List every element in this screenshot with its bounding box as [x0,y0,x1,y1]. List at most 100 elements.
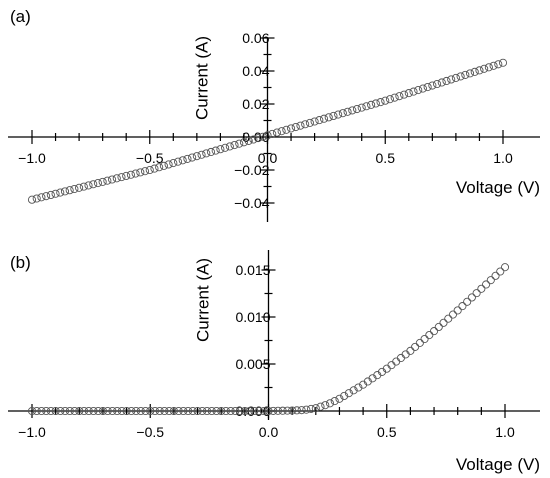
data-point [268,129,277,139]
data-point [235,139,244,148]
data-point [42,192,51,201]
data-point [400,90,409,99]
y-tick-label: 0.015 [235,262,270,278]
x-tick-label: 1.0 [493,150,513,166]
data-point [164,160,173,169]
x-tick-label: 0.5 [376,150,396,166]
panel-label: (a) [10,7,31,26]
data-point [211,146,220,155]
data-point [231,406,240,416]
data-point [338,109,347,118]
data-point [239,138,248,147]
x-tick-label: −0.5 [136,424,164,440]
data-point [226,406,235,416]
data-point [27,195,37,204]
data-point [84,181,93,190]
data-point [348,106,357,115]
data-point [188,153,197,162]
data-point [315,116,324,125]
data-point [307,404,316,413]
data-point [141,406,150,416]
data-point [108,406,117,416]
data-point [236,406,245,416]
data-point [132,406,141,416]
x-tick-label: −0.5 [136,150,164,166]
data-point [321,401,330,410]
data-point [79,182,88,191]
data-point [216,145,225,154]
data-point [282,125,291,134]
data-point [249,135,258,144]
y-tick-label: −0.04 [234,195,270,211]
data-point [390,93,399,102]
data-point [283,406,292,415]
x-tick-label: −1.0 [18,150,46,166]
data-point [244,136,253,145]
data-point [42,406,51,416]
data-point [484,63,493,72]
data-point [461,70,470,79]
data-point [496,267,505,276]
data-point [381,96,390,105]
data-point [420,334,429,344]
data-point [113,406,122,416]
data-point [362,102,371,111]
data-point [221,406,230,416]
data-point [453,306,462,315]
data-point [489,61,498,70]
data-point [122,171,131,180]
data-point [193,406,202,416]
data-point [51,406,60,416]
data-point [179,406,188,416]
data-point [310,117,319,126]
data-point [448,310,458,319]
data-point [325,399,335,408]
data-point [334,110,343,119]
data-series [27,58,508,204]
data-point [32,194,41,203]
data-point [51,189,60,198]
data-point [477,284,486,293]
data-point [437,78,446,87]
data-point [297,406,306,415]
data-point [340,391,349,401]
data-point [169,406,178,416]
data-point [98,177,107,186]
data-point [89,180,98,189]
data-point [472,289,481,298]
data-point [46,190,55,199]
data-point [65,406,74,416]
data-point [316,402,325,411]
data-point [409,87,418,96]
data-point [433,79,442,89]
data-point [206,147,216,157]
data-point [480,64,489,73]
data-point [207,406,216,416]
panel-label: (b) [10,253,31,272]
data-point [37,406,46,416]
data-point [75,183,84,192]
data-point [429,327,439,336]
data-point [259,406,268,416]
data-point [103,406,112,416]
data-point [500,263,510,272]
data-point [349,386,358,395]
data-point [319,114,329,123]
data-point [165,406,174,416]
data-point [145,165,154,175]
data-point [324,113,333,122]
data-point [240,406,249,416]
data-point [301,120,310,129]
data-point [357,103,366,112]
data-point [103,176,112,185]
data-point [428,81,437,90]
data-point [60,187,70,196]
data-point [159,161,168,170]
data-point [434,322,443,332]
data-point [470,67,479,76]
data-point [197,150,206,159]
data-point [486,276,495,285]
data-point [482,280,491,289]
data-point [302,405,311,414]
